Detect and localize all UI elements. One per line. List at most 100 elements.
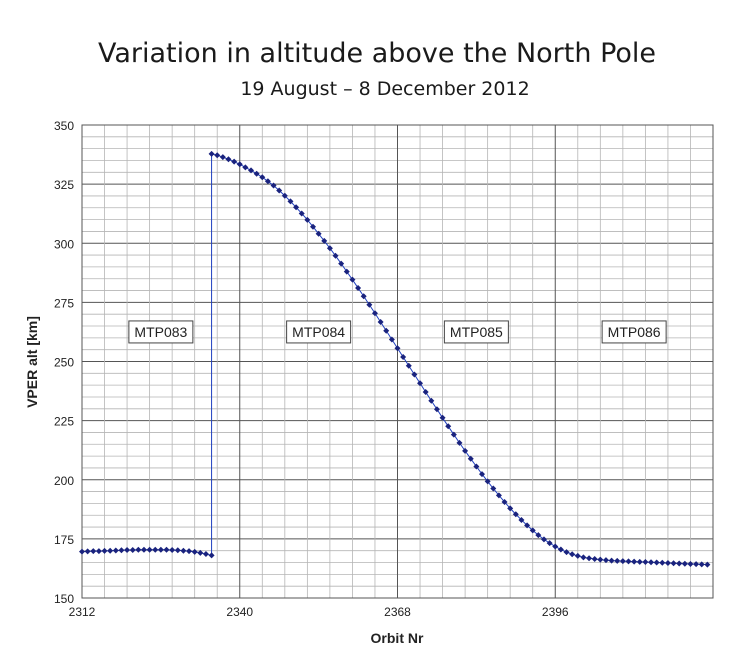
data-point xyxy=(219,154,226,161)
data-point xyxy=(197,549,204,556)
data-point xyxy=(580,554,587,561)
data-point xyxy=(236,161,243,168)
data-point xyxy=(84,548,91,555)
data-point xyxy=(118,547,125,554)
data-point xyxy=(552,543,559,550)
data-point xyxy=(309,223,316,230)
data-point xyxy=(693,561,700,568)
data-point xyxy=(191,548,198,555)
data-point xyxy=(400,354,407,361)
region-label-mtp085: MTP085 xyxy=(443,320,509,344)
data-point xyxy=(231,158,238,165)
data-point xyxy=(422,389,429,396)
region-label-box xyxy=(443,320,509,344)
data-point xyxy=(326,245,333,252)
data-point xyxy=(174,547,181,554)
data-point xyxy=(304,216,311,223)
data-point xyxy=(253,170,260,177)
data-point xyxy=(411,371,418,378)
data-point xyxy=(248,167,255,174)
data-point xyxy=(388,336,395,343)
data-point xyxy=(321,237,328,244)
data-point xyxy=(214,152,221,159)
data-point xyxy=(180,547,187,554)
y-tick-label: 275 xyxy=(54,296,74,310)
data-point xyxy=(135,546,142,553)
data-point xyxy=(428,397,435,404)
data-point xyxy=(507,505,514,512)
data-point xyxy=(417,380,424,387)
y-tick-label: 350 xyxy=(54,119,74,133)
data-point xyxy=(366,301,373,308)
data-point xyxy=(681,560,688,567)
region-label-text: MTP084 xyxy=(292,324,345,340)
data-point xyxy=(535,532,542,539)
data-point xyxy=(563,549,570,556)
data-point xyxy=(146,546,153,553)
x-tick-label: 2312 xyxy=(69,605,96,619)
data-point xyxy=(394,345,401,352)
data-point xyxy=(293,204,300,211)
data-point xyxy=(501,498,508,505)
region-label-mtp084: MTP084 xyxy=(286,320,352,344)
data-point xyxy=(107,547,114,554)
data-point xyxy=(383,327,390,334)
data-point xyxy=(439,414,446,421)
data-point xyxy=(281,192,288,199)
data-point xyxy=(445,423,452,430)
data-point xyxy=(586,555,593,562)
data-point xyxy=(405,362,412,369)
region-label-box xyxy=(286,320,352,344)
data-point xyxy=(569,551,576,558)
y-tick-label: 250 xyxy=(54,356,74,370)
data-point xyxy=(163,546,170,553)
data-point xyxy=(270,182,277,189)
data-point xyxy=(169,546,176,553)
data-point xyxy=(349,276,356,283)
data-point xyxy=(450,431,457,438)
y-axis-label: VPER alt [km] xyxy=(24,316,40,408)
data-point xyxy=(619,558,626,565)
data-point xyxy=(315,230,322,237)
y-tick-label: 200 xyxy=(54,474,74,488)
y-tick-label: 325 xyxy=(54,178,74,192)
data-point xyxy=(90,548,97,555)
y-tick-label: 150 xyxy=(54,592,74,606)
data-point xyxy=(101,547,108,554)
x-tick-label: 2368 xyxy=(384,605,411,619)
data-point xyxy=(518,516,525,523)
data-point xyxy=(298,210,305,217)
data-point xyxy=(338,260,345,267)
data-point xyxy=(287,198,294,205)
data-point xyxy=(360,293,367,300)
data-point xyxy=(631,558,638,565)
data-point xyxy=(597,556,604,563)
region-label-mtp086: MTP086 xyxy=(601,320,667,344)
data-point xyxy=(467,455,474,462)
data-point xyxy=(653,559,660,566)
data-point xyxy=(124,546,131,553)
data-point xyxy=(208,150,215,157)
data-point xyxy=(259,174,266,181)
region-label-mtp083: MTP083 xyxy=(128,320,194,344)
data-point xyxy=(602,557,609,564)
data-point xyxy=(343,268,350,275)
data-point xyxy=(473,463,480,470)
data-point xyxy=(152,546,159,553)
data-point xyxy=(659,559,666,566)
data-point xyxy=(433,406,440,413)
data-point xyxy=(157,546,164,553)
data-point xyxy=(670,560,677,567)
region-label-box xyxy=(128,320,194,344)
region-label-text: MTP085 xyxy=(450,324,503,340)
data-point xyxy=(112,547,119,554)
chart-title: Variation in altitude above the North Po… xyxy=(97,38,657,69)
data-point xyxy=(129,546,136,553)
data-point xyxy=(264,178,271,185)
data-point xyxy=(704,561,711,568)
data-point xyxy=(574,552,581,559)
x-tick-label: 2340 xyxy=(226,605,253,619)
tick-labels: 150 175 200 225 250 275 300 325 350 2312 2340 2368 2… xyxy=(54,119,569,619)
y-tick-label: 175 xyxy=(54,533,74,547)
data-point xyxy=(208,552,215,559)
